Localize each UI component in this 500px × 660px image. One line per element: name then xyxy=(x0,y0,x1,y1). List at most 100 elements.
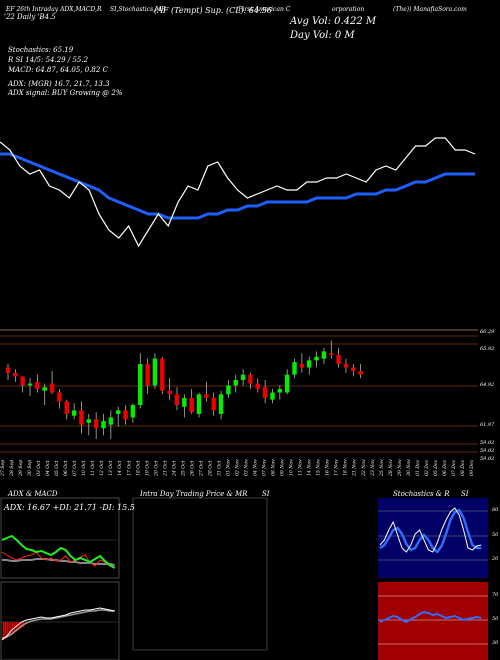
candle-body xyxy=(226,385,231,395)
header-title-5: orporation xyxy=(332,6,365,13)
adx-value: ADX: (MGR) 16.7, 21.7, 13.3 xyxy=(8,80,110,88)
candle-body xyxy=(152,358,158,386)
stochastics-panel xyxy=(378,498,488,578)
macd-value: MACD: 64.87, 64.05, 0.82 C xyxy=(8,66,108,74)
plus-di-line xyxy=(1,534,116,569)
candle-body xyxy=(358,371,363,375)
candle-body xyxy=(130,405,136,418)
candle-body xyxy=(57,392,62,402)
date-label: 18 Oct xyxy=(135,460,141,476)
date-label: 25 Nov xyxy=(379,459,385,477)
date-label: 14 Nov xyxy=(307,459,313,476)
header-title-1b: '22 Daily 'B4.5 xyxy=(4,13,56,21)
candle-body xyxy=(284,374,290,393)
date-label: 25 Oct xyxy=(180,460,186,477)
rsi-tick: 30 xyxy=(492,640,499,646)
date-label: 11 Oct xyxy=(90,460,96,476)
candle-body xyxy=(255,383,260,389)
date-label: 11 Nov xyxy=(298,459,304,476)
date-label: 18 Nov xyxy=(343,459,349,476)
date-label: 07 Oct xyxy=(72,460,78,476)
candle-body xyxy=(20,376,25,386)
candle-body xyxy=(93,419,99,429)
rsi-panel xyxy=(378,582,488,660)
macd-panel xyxy=(0,581,120,660)
date-label: 06 Oct xyxy=(63,460,69,476)
stochastics-value: Stochastics: 65.19 xyxy=(8,46,74,54)
date-label: 22 Nov xyxy=(361,459,367,477)
adx-signal: ADX signal: BUY Growing @ 2% xyxy=(8,89,123,97)
candle-body xyxy=(101,421,106,429)
header-title-1: EF 26th Intraday ADX,MACD,R xyxy=(6,6,102,13)
price-axis-label: 59.02 xyxy=(480,456,495,462)
date-label: 01 Dec xyxy=(415,459,421,476)
header-title-4: (First American C xyxy=(236,6,291,13)
candle-body xyxy=(292,362,297,375)
macd-line xyxy=(1,607,115,641)
price-axis-label: 65.92 xyxy=(480,346,495,352)
candle-body xyxy=(262,387,268,398)
macd-histogram-bar xyxy=(19,622,21,630)
date-label: 21 Nov xyxy=(352,459,358,477)
date-label: 15 Nov xyxy=(316,459,322,476)
date-label: 30 Sep xyxy=(27,460,33,476)
candle-body xyxy=(233,380,238,386)
candle-body xyxy=(86,419,92,423)
date-label: 20 Oct xyxy=(153,460,159,477)
date-label: 23 Nov xyxy=(370,459,376,477)
candle-body xyxy=(189,397,194,413)
date-label: 27 Sep xyxy=(0,460,6,477)
candle-body xyxy=(351,367,356,372)
candle-body xyxy=(5,367,11,373)
date-label: 09 Dec xyxy=(469,459,475,476)
candle-body xyxy=(116,410,121,414)
candle-body xyxy=(314,356,319,361)
date-label: 08 Dec xyxy=(460,459,466,476)
macd-histogram-bar xyxy=(4,622,7,639)
candle-body xyxy=(343,363,349,368)
candle-body xyxy=(42,387,47,391)
candle-body xyxy=(307,360,312,368)
date-label: 05 Oct xyxy=(54,460,60,476)
candle-body xyxy=(182,397,187,407)
rsi-tick: 70 xyxy=(492,592,499,598)
candle-body xyxy=(71,410,77,416)
candle-body xyxy=(240,374,246,380)
date-label: 10 Oct xyxy=(81,460,87,476)
date-label: 01 Nov xyxy=(225,459,231,476)
date-label: 03 Oct xyxy=(36,460,42,476)
date-label: 28 Nov xyxy=(388,459,394,477)
price-axis-label: 64.92 xyxy=(480,382,495,388)
adx-panel-title: ADX & MACD xyxy=(8,490,58,498)
header-title-2: SI,Stochastics,MR xyxy=(110,6,166,13)
candle-body xyxy=(211,397,216,411)
candle-body xyxy=(277,388,283,393)
date-label: 02 Nov xyxy=(234,459,240,476)
date-label: 06 Dec xyxy=(442,459,448,476)
intraday-panel-title: Intra Day Trading Price & MR xyxy=(140,490,248,498)
price-axis-label: 59.02 xyxy=(480,440,495,446)
date-label: 17 Nov xyxy=(334,459,340,476)
intraday-panel-title-2: SI xyxy=(262,490,270,498)
ma-line xyxy=(0,152,475,220)
stoch-tick: 50 xyxy=(492,532,499,538)
date-label: 04 Nov xyxy=(253,459,259,476)
macd-histogram-bar xyxy=(6,622,8,638)
candle-body xyxy=(49,383,55,393)
date-label: 12 Oct xyxy=(99,460,105,476)
date-label: 04 Oct xyxy=(45,460,51,476)
candle-body xyxy=(27,383,33,386)
candle-body xyxy=(167,390,172,395)
date-label: 28 Oct xyxy=(207,460,213,477)
candle-body xyxy=(64,401,69,414)
price-axis-label: 59.02 xyxy=(480,448,495,454)
candle-body xyxy=(270,392,275,400)
date-label: 13 Oct xyxy=(108,460,114,476)
price-axis-label: 66.29 xyxy=(480,329,495,335)
candle-body xyxy=(321,351,327,359)
rsi-line xyxy=(379,610,482,624)
date-label: 24 Oct xyxy=(171,460,177,477)
price-axis-label: 61.97 xyxy=(480,422,495,428)
date-label: 29 Sep xyxy=(18,460,24,477)
date-label: 07 Nov xyxy=(262,459,268,476)
